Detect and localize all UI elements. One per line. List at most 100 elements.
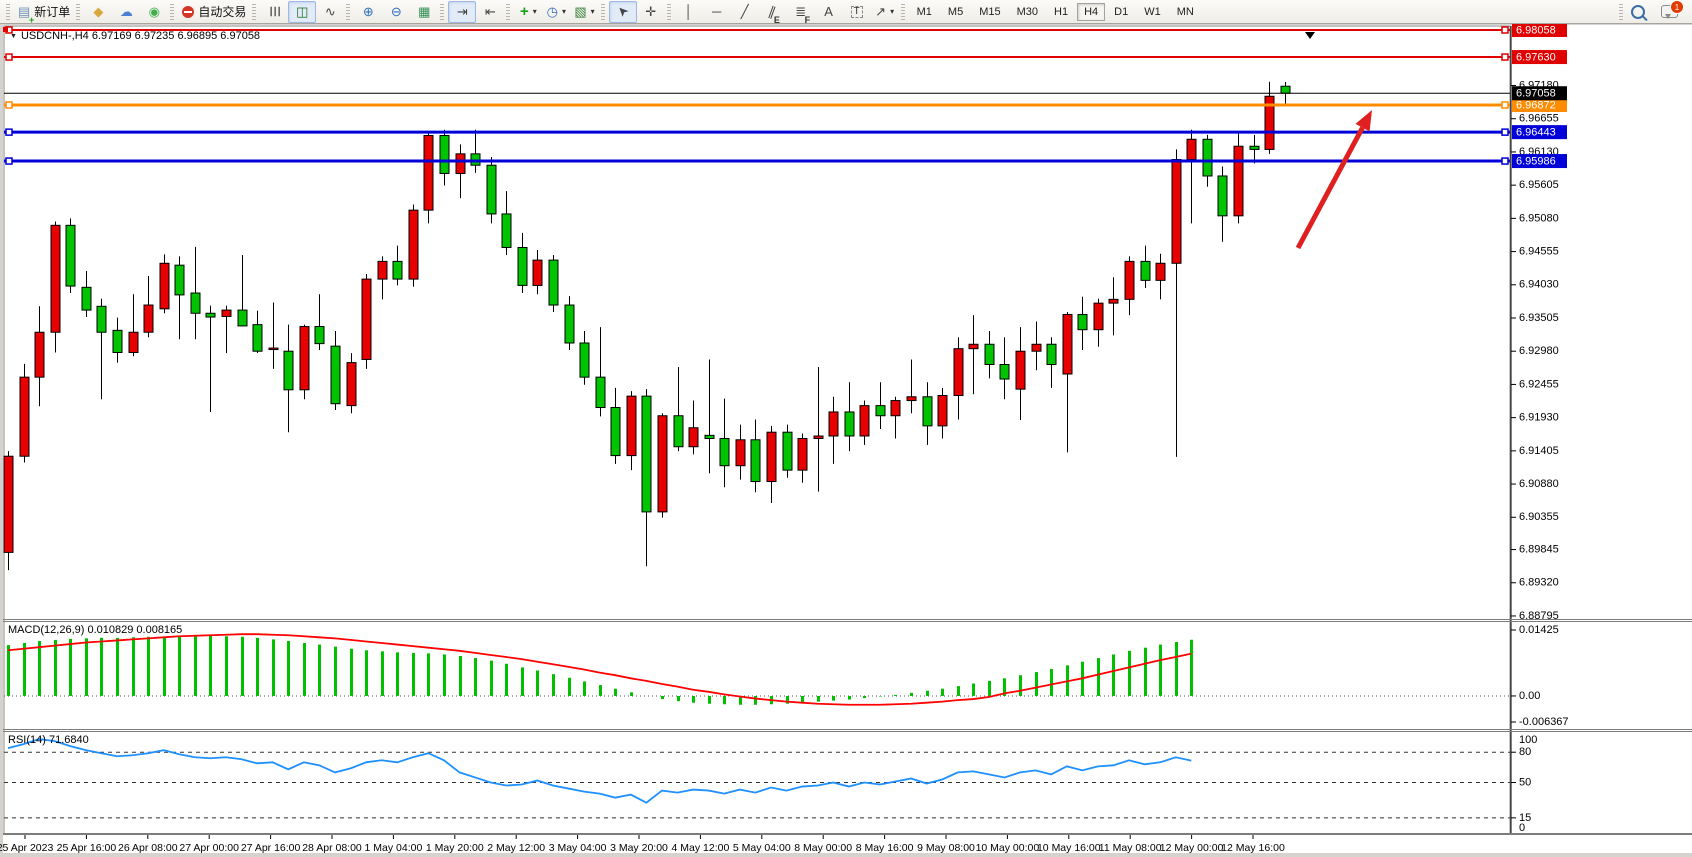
- text-label-icon: T: [850, 5, 863, 18]
- candle: [143, 304, 154, 333]
- candle: [859, 405, 870, 437]
- line-handle[interactable]: [1501, 101, 1509, 109]
- candle: [237, 309, 248, 327]
- tf-m30-button[interactable]: M30: [1016, 5, 1039, 18]
- auto-scroll-button[interactable]: ⇥: [448, 0, 477, 23]
- time-label: 12 May 16:00: [1221, 842, 1285, 854]
- price-badge-label: 6.96872: [1516, 99, 1556, 111]
- price-badge-label: 6.97058: [1516, 88, 1556, 100]
- line-handle[interactable]: [1501, 157, 1509, 165]
- down-triangle-marker[interactable]: [1305, 32, 1315, 39]
- candle: [704, 434, 715, 440]
- tf-d1-button[interactable]: D1: [1114, 5, 1129, 18]
- rsi-indicator-label: RSI(14) 71.6840: [8, 734, 89, 746]
- tf-mn-button[interactable]: MN: [1176, 5, 1194, 18]
- chart-canvas[interactable]: 6.971806.966556.961306.956056.950806.945…: [0, 24, 1692, 857]
- line-handle[interactable]: [5, 53, 13, 61]
- periods-button[interactable]: ◷ ▾: [542, 1, 570, 23]
- rsi-axis-label: 0: [1519, 822, 1525, 834]
- rsi-line: [7, 738, 1192, 804]
- arrow-shaft: [1295, 126, 1365, 250]
- price-tick-label: 6.94030: [1519, 279, 1559, 291]
- candle: [346, 362, 357, 407]
- candle: [408, 209, 419, 280]
- signals-button[interactable]: ◉: [140, 1, 168, 23]
- new-order-button[interactable]: ▤ + 新订单: [14, 1, 74, 25]
- time-label: 4 May 12:00: [672, 842, 730, 854]
- line-handle[interactable]: [5, 101, 13, 109]
- horizontal-line-button[interactable]: ─: [703, 1, 731, 23]
- chevron-down-icon[interactable]: ▼: [10, 32, 17, 40]
- candle: [1217, 175, 1228, 217]
- channel-button[interactable]: ∥ E: [759, 1, 787, 25]
- chart-shift-icon: ⇤: [484, 4, 496, 19]
- price-badge-label: 6.96443: [1516, 127, 1556, 139]
- zoom-in-button[interactable]: ⊕: [354, 1, 382, 23]
- line-handle[interactable]: [1501, 26, 1509, 34]
- templates-button[interactable]: ▧ ▾: [570, 1, 598, 23]
- text-icon: A: [824, 4, 833, 19]
- toolbar-grip: [6, 3, 10, 20]
- candle: [610, 407, 621, 457]
- price-tick-label: 6.90355: [1519, 511, 1559, 523]
- time-label: 1 May 04:00: [365, 842, 423, 854]
- candle: [486, 164, 497, 215]
- text-label-button[interactable]: T: [843, 1, 871, 23]
- candle: [81, 286, 92, 311]
- tf-m15-button[interactable]: M15: [979, 5, 1001, 18]
- vertical-line-button[interactable]: │: [675, 1, 703, 23]
- tf-w1-button[interactable]: W1: [1144, 5, 1161, 18]
- candle: [470, 153, 481, 166]
- trend-arrow-annotation[interactable]: [1295, 110, 1372, 250]
- candle: [782, 431, 793, 471]
- text-button[interactable]: A: [815, 1, 843, 23]
- candlestick-icon: ◫: [296, 4, 309, 19]
- price-badge-bg: [1512, 98, 1567, 113]
- price-tick-label: 6.92980: [1519, 345, 1559, 357]
- candlestick-button[interactable]: ◫: [288, 0, 317, 23]
- line-handle[interactable]: [1501, 128, 1509, 136]
- line-chart-button[interactable]: ∿: [316, 1, 344, 23]
- bar-chart-icon: ☰: [266, 5, 282, 18]
- chart-shift-button[interactable]: ⇤: [476, 1, 504, 23]
- indicators-button[interactable]: + ▾: [514, 1, 542, 23]
- zoom-in-icon: ⊕: [362, 4, 374, 19]
- time-label: 2 May 12:00: [487, 842, 545, 854]
- search-button[interactable]: [1627, 1, 1657, 23]
- time-label: 10 May 00:00: [976, 842, 1040, 854]
- dropdown-caret-icon: ▾: [532, 7, 537, 16]
- price-tick-label: 6.91405: [1519, 445, 1559, 457]
- autotrading-button[interactable]: 自动交易: [178, 1, 250, 23]
- time-label: 27 Apr 16:00: [241, 842, 301, 854]
- line-handle[interactable]: [5, 157, 13, 165]
- crosshair-button[interactable]: ✛: [637, 1, 665, 23]
- candle: [844, 411, 855, 437]
- tile-windows-button[interactable]: ▦: [410, 1, 438, 23]
- trendline-button[interactable]: ╱: [731, 1, 759, 23]
- line-handle[interactable]: [3, 27, 8, 32]
- tf-h1-button[interactable]: H1: [1054, 5, 1069, 18]
- fibonacci-button[interactable]: ≣ F: [787, 1, 815, 25]
- tf-h4-button[interactable]: H4: [1077, 2, 1106, 21]
- autotrading-button-label: 自动交易: [198, 5, 247, 19]
- cursor-button[interactable]: ➤: [608, 0, 637, 23]
- candle: [34, 331, 45, 378]
- candle: [1140, 260, 1151, 281]
- price-badge-label: 6.97630: [1516, 51, 1556, 63]
- price-tick-label: 6.94555: [1519, 245, 1559, 257]
- notifications-button[interactable]: 1: [1657, 0, 1688, 23]
- candle: [3, 455, 14, 553]
- candle: [19, 376, 30, 457]
- arrows-button[interactable]: ↗ ▾: [871, 1, 899, 23]
- zoom-out-button[interactable]: ⊖: [382, 1, 410, 23]
- tf-m1-button[interactable]: M1: [916, 5, 932, 18]
- community-button[interactable]: ☁: [112, 1, 140, 23]
- bar-chart-button[interactable]: ☰: [260, 1, 288, 23]
- stop-icon: [182, 5, 195, 18]
- market-button[interactable]: ◆: [84, 1, 112, 23]
- line-handle[interactable]: [1501, 53, 1509, 61]
- channel-icon: ∥ E: [767, 2, 780, 25]
- line-handle[interactable]: [5, 128, 13, 136]
- tf-m5-button[interactable]: M5: [947, 5, 964, 18]
